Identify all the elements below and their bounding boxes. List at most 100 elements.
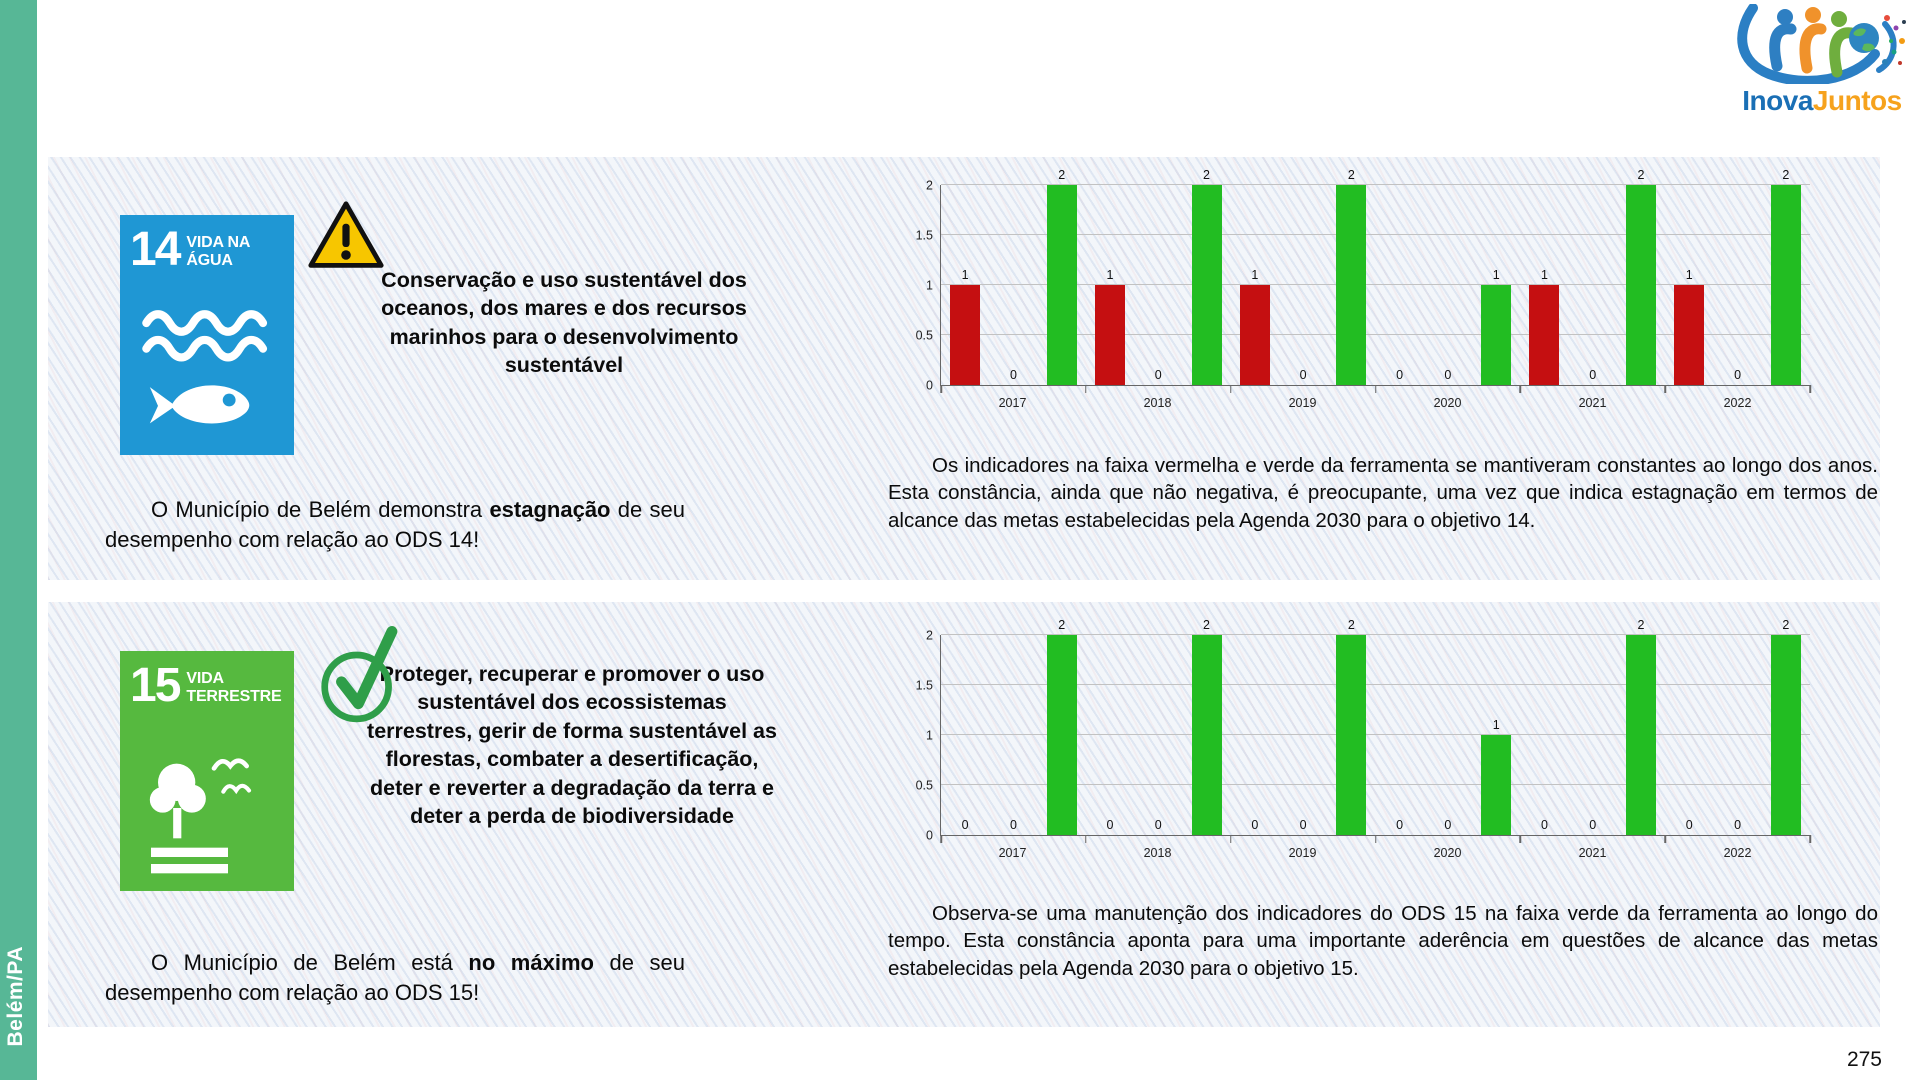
year-group-2020: 0 0 1	[1375, 635, 1520, 835]
x-axis-tick	[1085, 835, 1087, 843]
x-axis-label: 2018	[1143, 846, 1172, 860]
bar-value-label: 0	[961, 817, 969, 832]
year-group-2021: 1 0 2	[1520, 168, 1665, 385]
ods14-analysis: Os indicadores na faixa vermelha e verde…	[888, 454, 1878, 532]
gridline	[941, 784, 1810, 785]
bar-value-label: 2	[1347, 167, 1355, 182]
y-axis-tick-label: 1.5	[915, 677, 933, 692]
tree-and-birds-icon	[149, 758, 252, 874]
sdg14-number: 14	[130, 223, 181, 276]
gridline	[941, 284, 1810, 285]
bar-faixa-verde	[1046, 635, 1077, 835]
municipality-label: Belém/PA	[4, 945, 27, 1046]
bar-value-label: 2	[1637, 167, 1645, 182]
bar-faixa-verde	[1481, 285, 1512, 385]
x-axis-label: 2020	[1433, 396, 1462, 410]
x-axis-label: 2017	[998, 396, 1027, 410]
bar-value-label: 0	[1009, 817, 1017, 832]
gridline	[941, 234, 1810, 235]
gridline	[941, 684, 1810, 685]
ods15-chart: 0 0.5 1 1.5 2 0 0 2 0 0 2 0 0 2 0 0 1 0 0 2 0 0 2 2017 2018 2019…	[840, 608, 1840, 863]
bar-value-label: 2	[1058, 167, 1066, 182]
x-axis-label: 2022	[1723, 846, 1752, 860]
year-group-2022: 0 0 2	[1665, 618, 1810, 835]
year-group-2018: 1 0 2	[1086, 168, 1231, 385]
waves-and-fish-icon	[142, 310, 268, 424]
ods14-statement: O Município de Belém demonstra estagnaçã…	[105, 497, 685, 552]
bar-faixa-verde	[1336, 185, 1367, 385]
bar-value-label: 0	[1444, 367, 1452, 382]
x-axis-tick	[940, 835, 942, 843]
x-axis-label: 2021	[1578, 396, 1607, 410]
year-group-2018: 0 0 2	[1086, 618, 1231, 835]
y-axis-tick-label: 0	[926, 377, 933, 392]
bar-value-label: 0	[1444, 817, 1452, 832]
x-axis-label: 2020	[1433, 846, 1462, 860]
sdg14-icon: 14 VIDA NA ÁGUA	[120, 215, 294, 455]
year-group-2017: 1 0 2	[941, 168, 1086, 385]
ods15-title: Proteger, recuperar e promover o uso sus…	[367, 662, 777, 828]
year-group-2021: 0 0 2	[1520, 618, 1665, 835]
year-group-2020: 0 0 1	[1375, 185, 1520, 385]
bar-value-label: 0	[1734, 367, 1742, 382]
bar-faixa-verde	[1191, 185, 1222, 385]
sdg14-header: 14 VIDA NA ÁGUA	[120, 215, 294, 276]
bar-faixa-verde	[1626, 185, 1657, 385]
bar-value-label: 2	[1203, 617, 1211, 632]
year-group-2017: 0 0 2	[941, 618, 1086, 835]
gridline	[941, 184, 1810, 185]
bar-value-label: 2	[1347, 617, 1355, 632]
y-axis-tick-label: 0	[926, 827, 933, 842]
x-axis-label: 2019	[1288, 396, 1317, 410]
bar-value-label: 0	[1154, 367, 1162, 382]
inovajuntos-logo: InovaJuntos	[1732, 3, 1912, 116]
y-axis-tick-label: 0.5	[915, 327, 933, 342]
bar-value-label: 0	[1685, 817, 1693, 832]
x-axis-tick	[940, 385, 942, 393]
bar-faixa-vermelha	[1094, 285, 1125, 385]
ods15-x-axis-labels: 2017 2018 2019 2020 2021 2022	[940, 846, 1810, 860]
ods15-plot-area: 0 0.5 1 1.5 2 0 0 2 0 0 2 0 0 2 0 0 1 0 0 2 0 0 2	[916, 618, 1811, 843]
bar-faixa-verde	[1481, 735, 1512, 835]
x-axis-label: 2019	[1288, 846, 1317, 860]
y-axis-tick-label: 1	[926, 277, 933, 292]
inovajuntos-wordmark: InovaJuntos	[1732, 87, 1912, 115]
inovajuntos-logo-icon	[1737, 3, 1906, 86]
x-axis-label: 2022	[1723, 396, 1752, 410]
bar-value-label: 0	[1299, 817, 1307, 832]
year-group-2022: 1 0 2	[1665, 168, 1810, 385]
logo-word-juntos: Juntos	[1812, 85, 1902, 116]
bar-value-label: 0	[1106, 817, 1114, 832]
x-axis-tick	[1664, 835, 1666, 843]
bar-value-label: 1	[961, 267, 969, 282]
bar-value-label: 0	[1251, 817, 1259, 832]
y-axis-tick-label: 1	[926, 727, 933, 742]
x-axis-tick	[1085, 385, 1087, 393]
x-axis-tick	[1519, 835, 1522, 843]
bar-value-label: 0	[1299, 367, 1307, 382]
y-axis-tick-label: 2	[926, 627, 933, 642]
bar-value-label: 1	[1106, 267, 1114, 282]
bar-value-label: 0	[1396, 367, 1404, 382]
bar-value-label: 2	[1782, 167, 1790, 182]
bar-value-label: 0	[1154, 817, 1162, 832]
y-axis-tick-label: 2	[926, 177, 933, 192]
bar-value-label: 2	[1203, 167, 1211, 182]
sdg14-label: VIDA NA ÁGUA	[186, 234, 251, 269]
y-axis-tick-label: 1.5	[915, 227, 933, 242]
x-axis-label: 2018	[1143, 396, 1172, 410]
bar-faixa-verde	[1770, 635, 1801, 835]
ods14-x-axis-labels: 2017 2018 2019 2020 2021 2022	[940, 396, 1810, 410]
bar-faixa-vermelha	[950, 285, 981, 385]
page-number: 275	[1846, 1048, 1882, 1071]
bar-value-label: 2	[1637, 617, 1645, 632]
bar-faixa-vermelha	[1674, 285, 1705, 385]
logo-word-inova: Inova	[1742, 85, 1813, 116]
bar-value-label: 2	[1782, 617, 1790, 632]
sdg15-label: VIDA TERRESTRE	[186, 670, 282, 705]
sdg15-number: 15	[130, 659, 181, 712]
x-axis-tick	[1809, 385, 1811, 393]
bar-value-label: 0	[1540, 817, 1548, 832]
sdg15-icon: 15 VIDA TERRESTRE	[120, 651, 294, 891]
bar-value-label: 2	[1058, 617, 1066, 632]
